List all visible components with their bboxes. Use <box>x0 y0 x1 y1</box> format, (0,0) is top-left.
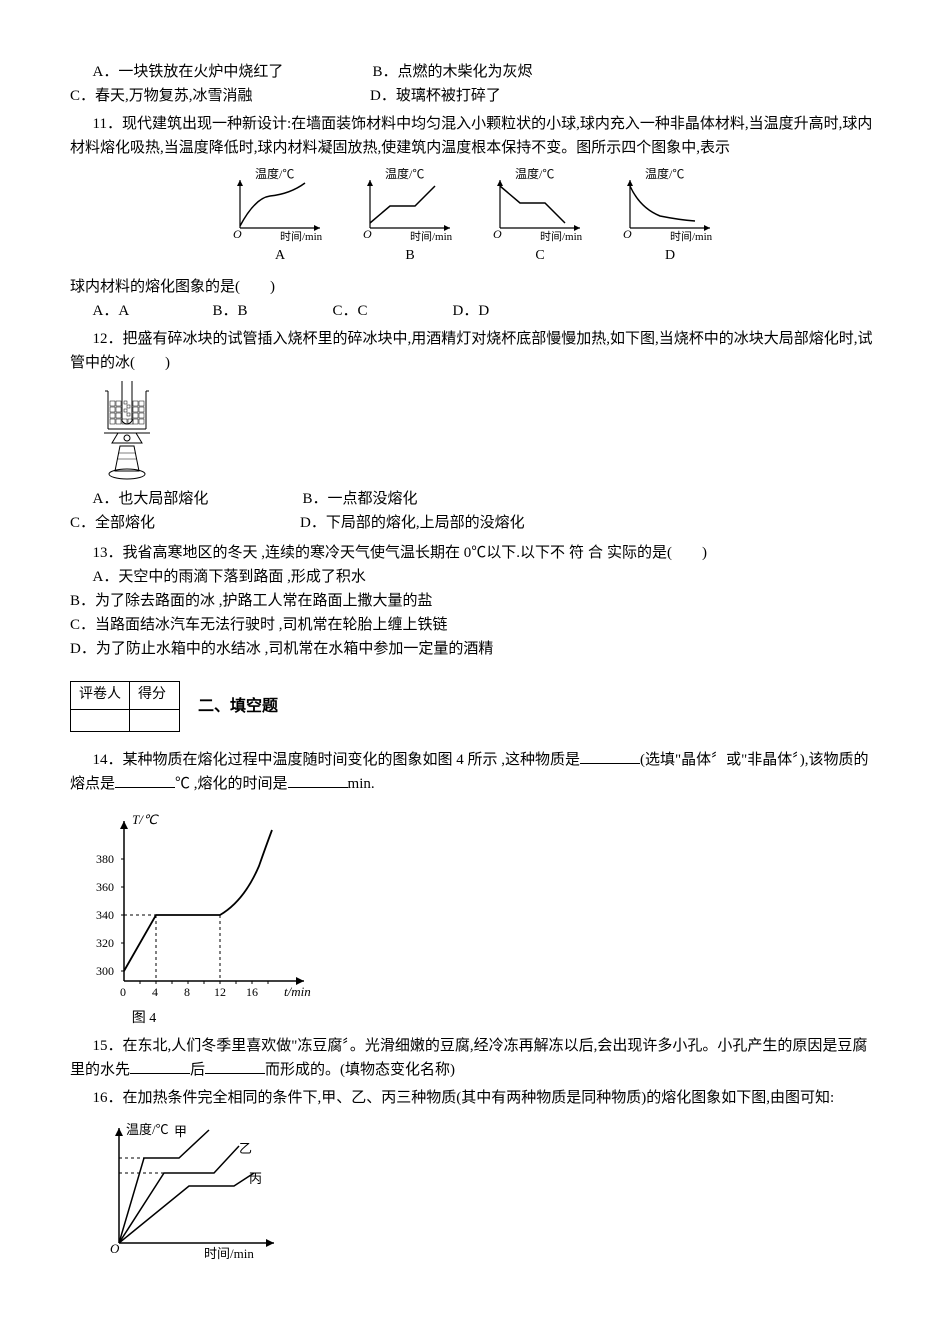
svg-text:丙: 丙 <box>249 1171 262 1186</box>
q13-text: 13．我省高寒地区的冬天 ,连续的寒冷天气使气温长期在 0℃以下.以下不符合实际… <box>70 541 880 565</box>
svg-text:甲: 甲 <box>174 1124 187 1139</box>
svg-text:16: 16 <box>246 985 258 999</box>
q10-option-c: C．春天,万物复苏,冰雪消融 <box>70 84 370 108</box>
q14-caption: 图 4 <box>84 1008 204 1030</box>
svg-text:O: O <box>110 1241 120 1256</box>
svg-text:320: 320 <box>96 936 114 950</box>
svg-text:t/min: t/min <box>284 984 311 999</box>
section-2-header: 评卷人 得分 二、填空题 <box>70 673 880 739</box>
q11-option-a: A．A <box>93 299 213 323</box>
svg-text:温度/℃: 温度/℃ <box>255 168 294 181</box>
q15-text: 15．在东北,人们冬季里喜欢做"冻豆腐〞。光滑细嫩的豆腐,经冷冻再解冻以后,会出… <box>70 1034 880 1082</box>
svg-text:温度/℃: 温度/℃ <box>126 1122 169 1137</box>
svg-text:时间/min: 时间/min <box>280 230 323 243</box>
svg-text:温度/℃: 温度/℃ <box>515 168 554 181</box>
svg-text:0: 0 <box>120 985 126 999</box>
q13-option-a: A．天空中的雨滴下落到路面 ,形成了积水 <box>93 565 881 589</box>
svg-text:乙: 乙 <box>239 1141 252 1156</box>
q13-option-c: C．当路面结冰汽车无法行驶时 ,司机常在轮胎上缠上铁链 <box>70 613 880 637</box>
svg-text:340: 340 <box>96 908 114 922</box>
svg-text:温度/℃: 温度/℃ <box>645 168 684 181</box>
q11-option-b: B．B <box>213 299 333 323</box>
svg-text:8: 8 <box>184 985 190 999</box>
svg-text:300: 300 <box>96 964 114 978</box>
svg-text:时间/min: 时间/min <box>670 230 713 243</box>
svg-text:O: O <box>363 227 372 241</box>
q14-text: 14．某种物质在熔化过程中温度随时间变化的图象如图 4 所示 ,这种物质是(选填… <box>70 748 880 796</box>
svg-text:O: O <box>493 227 502 241</box>
q11-text2: 球内材料的熔化图象的是( ) <box>70 275 880 299</box>
section-2-title: 二、填空题 <box>198 694 278 720</box>
score-header-2: 得分 <box>130 682 180 709</box>
q10-option-d: D．玻璃杯被打碎了 <box>370 84 501 108</box>
svg-text:时间/min: 时间/min <box>410 230 453 243</box>
svg-text:时间/min: 时间/min <box>204 1246 254 1261</box>
q12-figure <box>100 381 880 481</box>
q12-option-c: C．全部熔化 <box>70 511 300 535</box>
q12-option-a: A．也大局部熔化 <box>93 487 303 511</box>
svg-text:360: 360 <box>96 880 114 894</box>
q16-text: 16．在加热条件完全相同的条件下,甲、乙、丙三种物质(其中有两种物质是同种物质)… <box>70 1086 880 1110</box>
q11-option-c: C．C <box>333 299 453 323</box>
score-table: 评卷人 得分 <box>70 681 180 731</box>
svg-text:12: 12 <box>214 985 226 999</box>
q11-graph-a: 温度/℃ O 时间/min A <box>225 168 335 267</box>
q12-option-d: D．下局部的熔化,上局部的没熔化 <box>300 511 525 535</box>
q11-graphs: 温度/℃ O 时间/min A 温度/℃ O 时间/min B 温度/℃ <box>70 168 880 267</box>
q12-option-b: B．一点都没熔化 <box>303 487 418 511</box>
q14-chart: T/℃ t/min 300 320 340 360 380 0 4 8 12 1… <box>84 806 880 1030</box>
svg-text:380: 380 <box>96 852 114 866</box>
q10-option-a: A．一块铁放在火炉中烧红了 <box>93 60 373 84</box>
q16-chart: 温度/℃ 时间/min O 甲 乙 丙 <box>94 1118 880 1268</box>
q11-graph-d: 温度/℃ O 时间/min D <box>615 168 725 267</box>
q13-option-b: B．为了除去路面的冰 ,护路工人常在路面上撒大量的盐 <box>70 589 880 613</box>
svg-text:O: O <box>623 227 632 241</box>
q11-graph-c: 温度/℃ O 时间/min C <box>485 168 595 267</box>
q10-option-b: B．点燃的木柴化为灰烬 <box>373 60 533 84</box>
svg-text:T/℃: T/℃ <box>132 812 159 827</box>
q11-text: 11．现代建筑出现一种新设计:在墙面装饰材料中均匀混入小颗粒状的小球,球内充入一… <box>70 112 880 160</box>
svg-text:温度/℃: 温度/℃ <box>385 168 424 181</box>
q12-text: 12．把盛有碎冰块的试管插入烧杯里的碎冰块中,用酒精灯对烧杯底部慢慢加热,如下图… <box>70 327 880 375</box>
q13-option-d: D．为了防止水箱中的水结冰 ,司机常在水箱中参加一定量的酒精 <box>70 637 880 661</box>
q11-option-d: D．D <box>453 299 490 323</box>
svg-text:4: 4 <box>152 985 158 999</box>
score-header-1: 评卷人 <box>71 682 130 709</box>
svg-text:时间/min: 时间/min <box>540 230 583 243</box>
q11-graph-b: 温度/℃ O 时间/min B <box>355 168 465 267</box>
svg-text:O: O <box>233 227 242 241</box>
